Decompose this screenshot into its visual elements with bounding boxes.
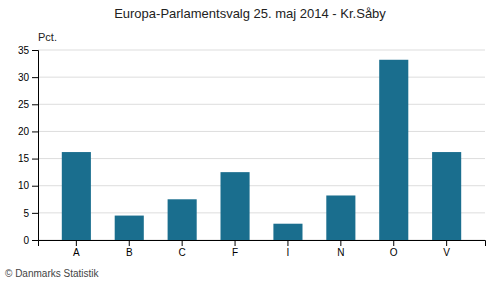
y-tick: 15 (18, 153, 38, 164)
chart-title: Europa-Parlamentsvalg 25. maj 2014 - Kr.… (114, 6, 386, 21)
x-tick-mark (340, 240, 341, 246)
x-tick-label: C (179, 247, 186, 258)
x-tick: O (390, 240, 398, 258)
x-tick: N (337, 240, 344, 258)
bar (379, 60, 408, 240)
y-tick-label: 20 (18, 126, 30, 137)
grid-line (38, 131, 485, 132)
bar (432, 152, 461, 240)
x-tick-mark (129, 240, 130, 246)
y-axis: 0 5 10 15 20 25 30 35 (18, 45, 39, 246)
x-tick: V (443, 240, 450, 258)
grid-line (38, 104, 485, 105)
y-tick: 0 (23, 235, 38, 246)
bar (168, 199, 197, 240)
y-axis-line (32, 51, 39, 241)
chart-svg: Europa-Parlamentsvalg 25. maj 2014 - Kr.… (0, 0, 500, 282)
y-tick-label: 0 (23, 235, 29, 246)
x-tick: B (126, 240, 133, 258)
y-tick-mark (32, 131, 38, 132)
bar (326, 195, 355, 240)
x-tick-label: N (337, 247, 344, 258)
y-tick-mark (32, 240, 38, 241)
y-tick-label: 25 (18, 99, 30, 110)
x-tick-label: V (443, 247, 450, 258)
y-tick-mark (32, 213, 38, 214)
y-tick-mark (32, 77, 38, 78)
x-tick-mark (287, 240, 288, 246)
x-tick-mark (76, 240, 77, 246)
x-tick-mark (182, 240, 183, 246)
y-tick: 30 (18, 72, 38, 83)
y-tick-mark (32, 50, 38, 51)
y-tick-label: 15 (18, 153, 30, 164)
y-tick-mark (32, 104, 38, 105)
y-tick-mark (32, 159, 38, 160)
bar (221, 172, 250, 240)
x-tick-label: I (287, 247, 290, 258)
y-tick: 25 (18, 99, 38, 110)
y-tick: 5 (23, 208, 38, 219)
y-tick-label: 10 (18, 180, 30, 191)
grid-line (38, 185, 485, 186)
x-tick-label: B (126, 247, 133, 258)
grid (38, 50, 485, 240)
x-tick: I (287, 240, 290, 258)
y-tick-label: 35 (18, 45, 30, 56)
bar (273, 224, 302, 240)
x-tick-label: O (390, 247, 398, 258)
x-tick: F (232, 240, 238, 258)
bar (62, 152, 91, 240)
x-tick-label: F (232, 247, 238, 258)
bar (115, 216, 144, 240)
x-axis-line (39, 241, 486, 247)
plot-area: 0 5 10 15 20 25 30 35 A B C F I N O V (18, 45, 486, 258)
y-tick-mark (32, 186, 38, 187)
y-tick-label: 5 (23, 208, 29, 219)
y-tick-label: 30 (18, 72, 30, 83)
x-tick-mark (235, 240, 236, 246)
footer-note: © Danmarks Statistik (5, 268, 100, 279)
chart-container: Europa-Parlamentsvalg 25. maj 2014 - Kr.… (0, 0, 500, 282)
x-axis: ABCFINOV (39, 240, 486, 258)
grid-line (38, 212, 485, 213)
y-tick: 20 (18, 126, 38, 137)
grid-line (38, 50, 485, 51)
y-tick: 10 (18, 180, 38, 191)
x-tick-mark (446, 240, 447, 246)
y-axis-label: Pct. (38, 31, 57, 43)
bars (62, 60, 461, 240)
x-tick: A (73, 240, 80, 258)
grid-line (38, 158, 485, 159)
grid-line (38, 77, 485, 78)
x-tick: C (179, 240, 186, 258)
y-tick: 35 (18, 45, 38, 56)
x-tick-label: A (73, 247, 80, 258)
x-tick-mark (393, 240, 394, 246)
